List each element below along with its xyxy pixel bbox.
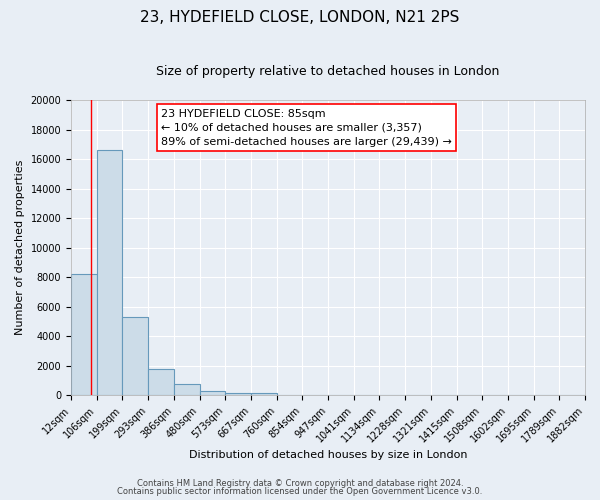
Bar [200, 391, 225, 396]
Bar [174, 384, 200, 396]
X-axis label: Distribution of detached houses by size in London: Distribution of detached houses by size … [189, 450, 467, 460]
Text: 23 HYDEFIELD CLOSE: 85sqm
← 10% of detached houses are smaller (3,357)
89% of se: 23 HYDEFIELD CLOSE: 85sqm ← 10% of detac… [161, 109, 452, 147]
Bar [71, 274, 97, 396]
Title: Size of property relative to detached houses in London: Size of property relative to detached ho… [157, 65, 500, 78]
Text: Contains public sector information licensed under the Open Government Licence v3: Contains public sector information licen… [118, 487, 482, 496]
Bar [97, 150, 122, 396]
Text: Contains HM Land Registry data © Crown copyright and database right 2024.: Contains HM Land Registry data © Crown c… [137, 478, 463, 488]
Bar [148, 369, 174, 396]
Bar [251, 394, 277, 396]
Bar [122, 317, 148, 396]
Y-axis label: Number of detached properties: Number of detached properties [15, 160, 25, 336]
Text: 23, HYDEFIELD CLOSE, LONDON, N21 2PS: 23, HYDEFIELD CLOSE, LONDON, N21 2PS [140, 10, 460, 25]
Bar [225, 392, 251, 396]
